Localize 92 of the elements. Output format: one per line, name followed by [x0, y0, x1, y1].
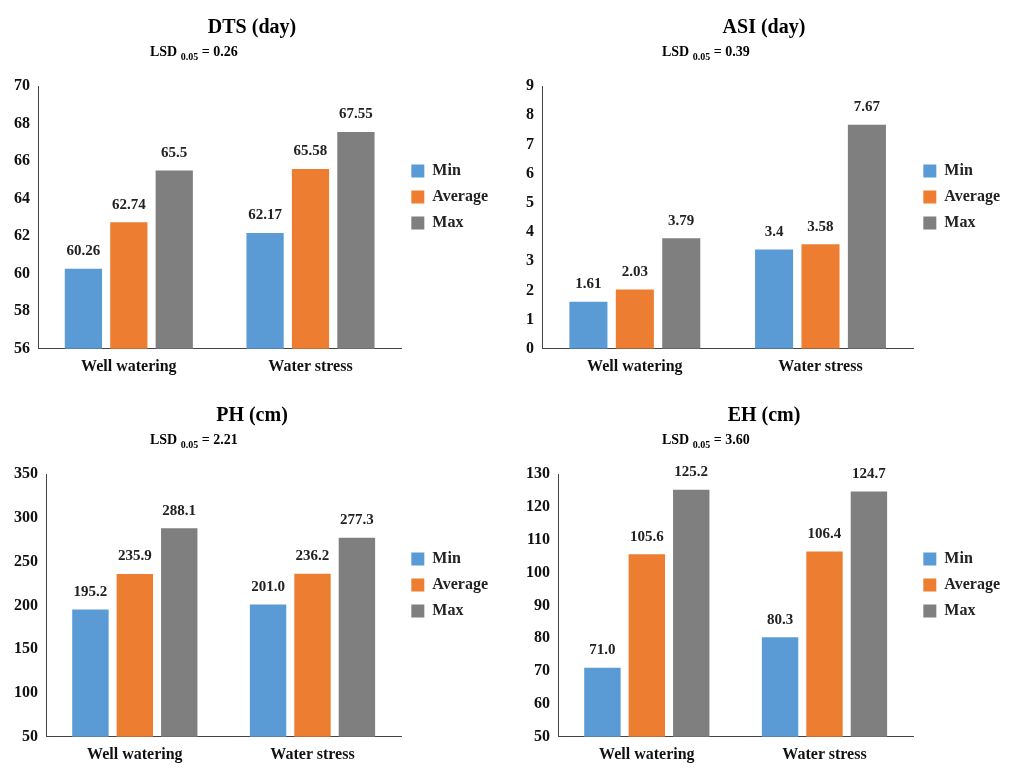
y-tick-label: 70 — [534, 661, 550, 679]
bar — [662, 238, 701, 349]
data-label: 235.9 — [117, 547, 152, 564]
y-tick-label: 9 — [526, 76, 534, 94]
y-tick-label: 7 — [526, 134, 534, 152]
data-label: 71.0 — [589, 641, 616, 658]
y-tick-label: 50 — [534, 726, 550, 744]
y-tick-label: 60 — [14, 263, 30, 281]
text: LSD $_{0.05}$ = 0.26 — [150, 44, 238, 62]
chart-title: DTS (day) — [207, 15, 297, 39]
data-label: 1.61 — [575, 275, 602, 292]
legend-label: Max — [432, 213, 464, 231]
data-label: 65.58 — [293, 142, 328, 159]
data-label: 125.2 — [674, 463, 709, 480]
y-tick-label: 130 — [526, 464, 550, 482]
data-label: 60.26 — [66, 242, 101, 259]
data-label: 3.4 — [764, 222, 784, 239]
y-tick-label: 62 — [14, 226, 30, 244]
data-label: 80.3 — [766, 610, 794, 627]
bar — [569, 301, 608, 349]
legend-label: Max — [432, 601, 464, 619]
x-tick-label: Water stress — [778, 356, 863, 374]
data-label: 195.2 — [73, 582, 108, 599]
data-label: 277.3 — [340, 511, 374, 528]
data-label: 106.4 — [807, 524, 842, 541]
legend-label: Min — [432, 161, 461, 179]
legend-label: Average — [432, 187, 488, 206]
data-label: 105.6 — [629, 527, 665, 544]
y-tick-label: 300 — [14, 507, 38, 525]
y-tick-label: 100 — [14, 683, 38, 701]
legend-label: Max — [944, 213, 976, 231]
y-tick-label: 64 — [14, 188, 30, 206]
legend-label: Min — [944, 549, 973, 567]
bar — [847, 124, 886, 349]
y-tick-label: 350 — [14, 464, 38, 482]
y-tick-label: 8 — [526, 105, 534, 123]
x-tick-label: Water stress — [270, 744, 355, 762]
y-tick-label: 100 — [526, 562, 550, 580]
y-tick-label: 70 — [14, 76, 30, 94]
y-tick-label: 5 — [526, 192, 534, 210]
data-label: 288.1 — [162, 501, 197, 518]
y-tick-label: 6 — [526, 163, 534, 181]
y-tick-label: 50 — [22, 726, 38, 744]
bar — [755, 249, 794, 349]
chart-title: ASI (day) — [722, 15, 806, 39]
x-tick-label: Water stress — [782, 744, 867, 762]
legend-label: Min — [432, 549, 461, 567]
y-tick-label: 56 — [14, 338, 30, 356]
x-tick-label: Well watering — [87, 744, 183, 763]
y-tick-label: 200 — [14, 595, 38, 613]
text: LSD $_{0.05}$ = 0.39 — [662, 44, 750, 62]
legend-label: Average — [432, 575, 488, 594]
chart-title: PH (cm) — [216, 403, 288, 427]
x-tick-label: Water stress — [268, 356, 353, 374]
y-tick-label: 110 — [526, 529, 550, 547]
y-tick-label: 2 — [526, 280, 534, 298]
data-label: 62.74 — [111, 195, 147, 212]
bar — [801, 244, 840, 349]
data-label: 7.67 — [853, 98, 881, 115]
data-label: 3.79 — [668, 211, 695, 228]
data-label: 124.7 — [852, 464, 887, 481]
y-tick-label: 58 — [14, 301, 30, 319]
x-tick-label: Well watering — [81, 356, 177, 375]
text: LSD $_{0.05}$ = 3.60 — [662, 432, 750, 450]
y-tick-label: 250 — [14, 551, 38, 569]
x-tick-label: Well watering — [587, 356, 683, 375]
y-tick-label: 150 — [14, 639, 38, 657]
y-tick-label: 1 — [526, 309, 534, 327]
bar — [615, 289, 654, 349]
data-label: 65.5 — [161, 143, 188, 160]
data-label: 62.17 — [248, 206, 283, 223]
legend-label: Min — [944, 161, 973, 179]
y-tick-label: 4 — [526, 222, 534, 240]
data-label: 236.2 — [295, 547, 330, 564]
y-tick-label: 120 — [526, 496, 550, 514]
y-tick-label: 90 — [534, 595, 550, 613]
y-tick-label: 80 — [534, 628, 550, 646]
y-tick-label: 60 — [534, 694, 550, 712]
data-label: 201.0 — [251, 577, 285, 594]
legend-label: Max — [944, 601, 976, 619]
y-tick-label: 66 — [14, 151, 30, 169]
data-label: 3.58 — [807, 217, 834, 234]
chart-title: EH (cm) — [727, 403, 801, 427]
text: LSD $_{0.05}$ = 2.21 — [150, 432, 238, 450]
data-label: 67.55 — [339, 105, 373, 122]
y-tick-label: 0 — [526, 338, 534, 356]
y-tick-label: 3 — [526, 251, 534, 269]
legend-label: Average — [944, 575, 1000, 594]
y-tick-label: 68 — [14, 113, 30, 131]
legend-label: Average — [944, 187, 1000, 206]
data-label: 2.03 — [621, 262, 648, 279]
x-tick-label: Well watering — [599, 744, 695, 763]
